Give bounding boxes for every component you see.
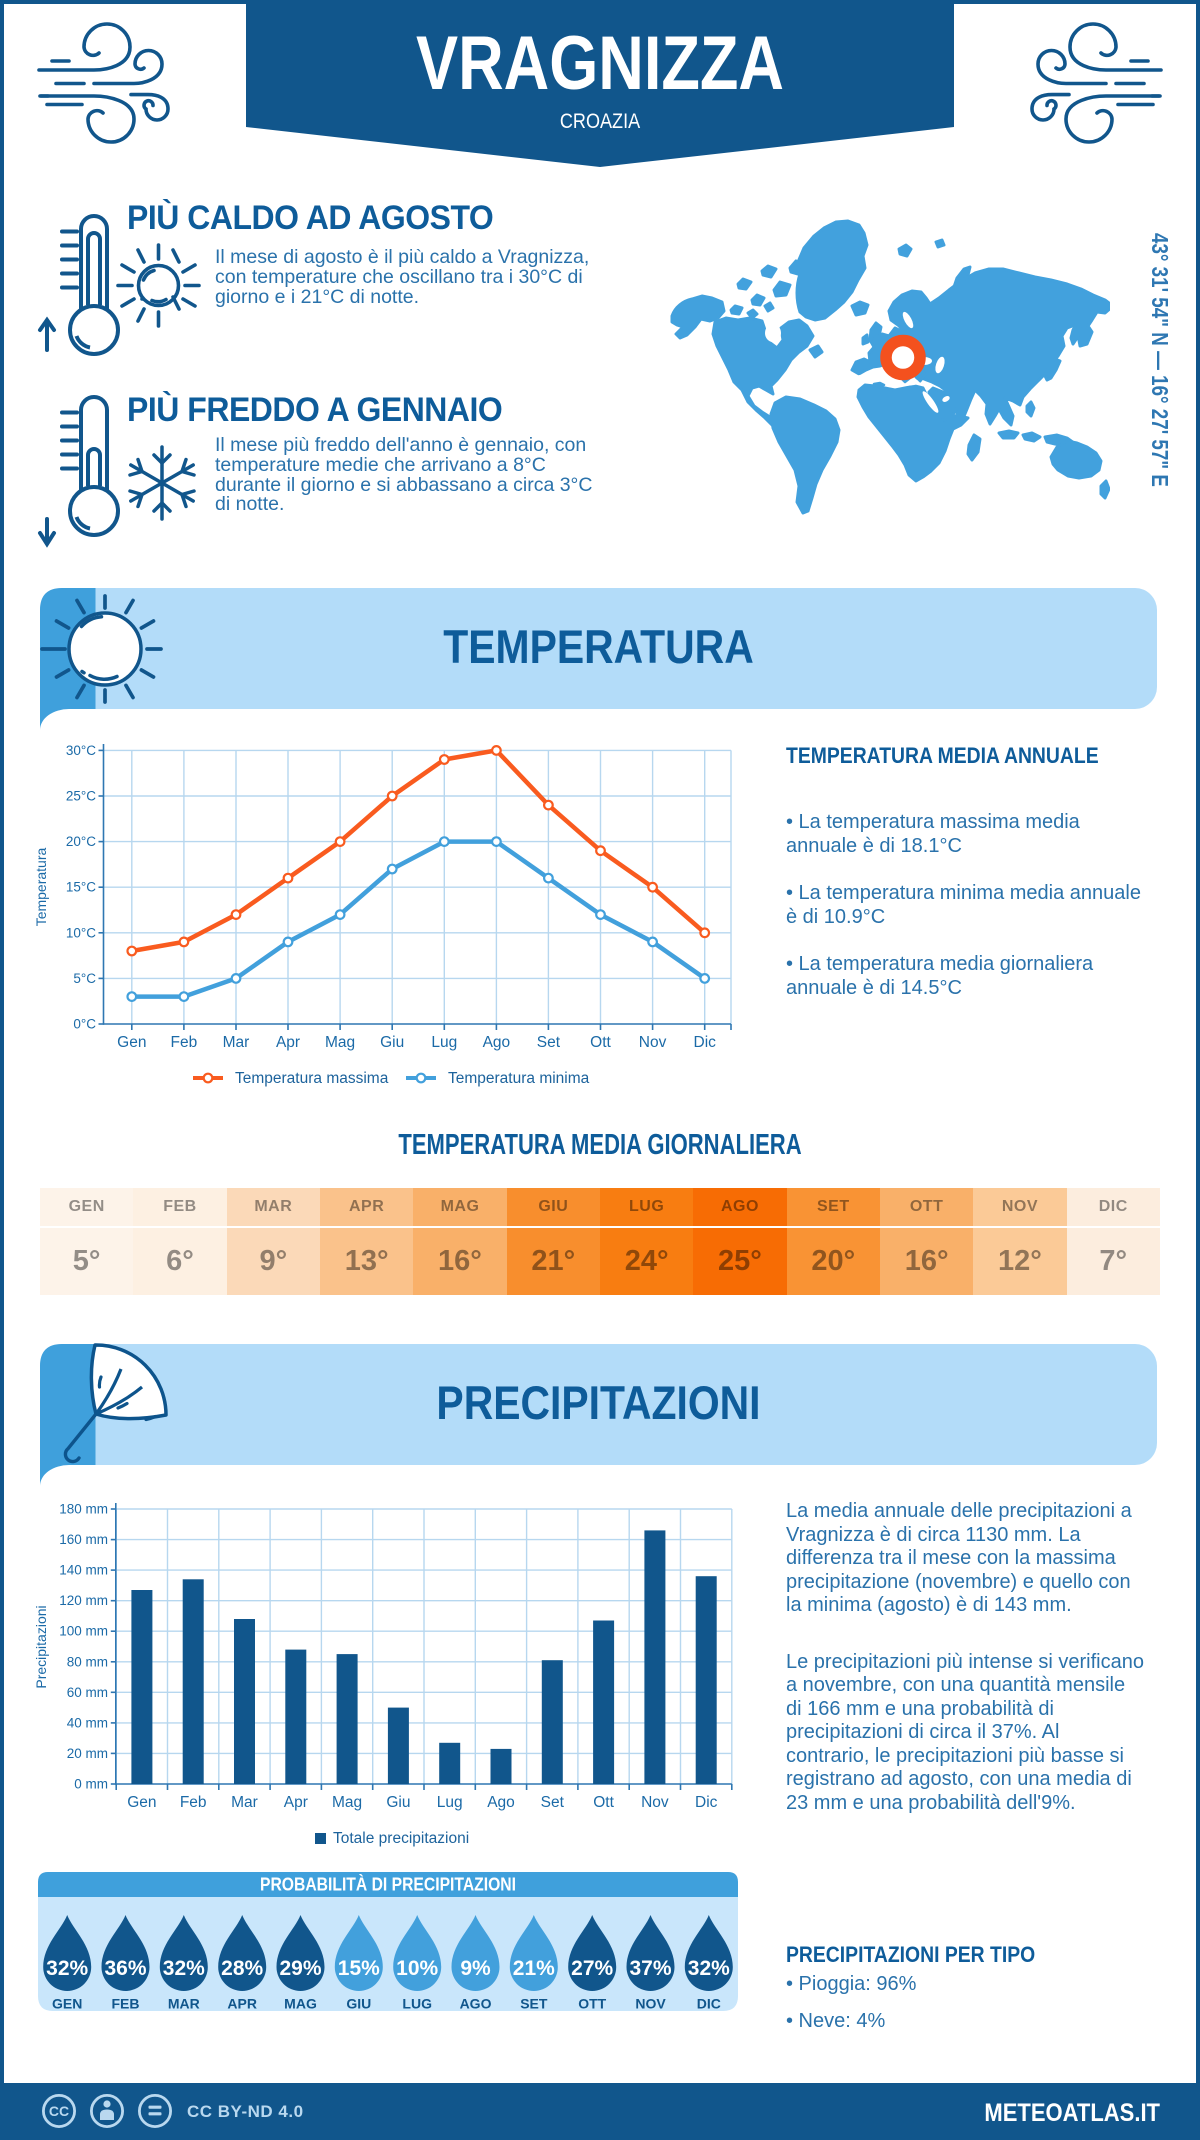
svg-text:Ott: Ott [593,1794,614,1811]
svg-text:Lug: Lug [431,1034,457,1051]
svg-text:Temperatura massima: Temperatura massima [235,1070,389,1087]
svg-text:Feb: Feb [180,1794,207,1811]
svg-text:20 mm: 20 mm [67,1746,108,1761]
svg-text:PROBABILITÀ DI PRECIPITAZIONI: PROBABILITÀ DI PRECIPITAZIONI [260,1874,516,1895]
svg-text:Mag: Mag [325,1034,355,1051]
svg-text:15°C: 15°C [66,880,96,895]
svg-text:Mar: Mar [223,1034,250,1051]
svg-text:LUG: LUG [402,1996,432,2012]
svg-text:21%: 21% [513,1957,555,1980]
svg-text:Dic: Dic [694,1034,717,1051]
svg-text:20°C: 20°C [66,834,96,849]
svg-text:10%: 10% [396,1957,438,1980]
svg-text:40 mm: 40 mm [67,1715,108,1730]
svg-text:Ago: Ago [487,1794,515,1811]
svg-text:NOV: NOV [635,1996,666,2012]
svg-text:Precipitazioni: Precipitazioni [33,1605,49,1688]
svg-text:0 mm: 0 mm [74,1777,108,1792]
svg-text:100 mm: 100 mm [59,1624,108,1639]
svg-text:Giu: Giu [386,1794,410,1811]
svg-text:Giu: Giu [380,1034,404,1051]
svg-text:Apr: Apr [284,1794,308,1811]
svg-text:Nov: Nov [641,1794,669,1811]
svg-text:32%: 32% [688,1957,730,1980]
svg-text:Temperatura minima: Temperatura minima [448,1070,590,1087]
svg-text:DIC: DIC [697,1996,721,2012]
svg-text:30°C: 30°C [66,743,96,758]
svg-text:180 mm: 180 mm [59,1502,108,1517]
svg-text:80 mm: 80 mm [67,1654,108,1669]
svg-text:Lug: Lug [437,1794,463,1811]
svg-text:160 mm: 160 mm [59,1532,108,1547]
svg-text:Gen: Gen [117,1034,146,1051]
svg-text:120 mm: 120 mm [59,1593,108,1608]
svg-text:10°C: 10°C [66,925,96,940]
svg-text:28%: 28% [221,1957,263,1980]
svg-text:5°C: 5°C [73,971,96,986]
svg-text:APR: APR [227,1996,257,2012]
svg-text:FEB: FEB [112,1996,140,2012]
svg-text:CC: CC [49,2103,69,2119]
svg-text:37%: 37% [629,1957,671,1980]
svg-text:Gen: Gen [127,1794,156,1811]
svg-text:Mar: Mar [231,1794,258,1811]
svg-text:27%: 27% [571,1957,613,1980]
svg-text:Temperatura: Temperatura [33,847,49,926]
svg-text:Ott: Ott [590,1034,611,1051]
svg-text:Feb: Feb [171,1034,198,1051]
svg-text:OTT: OTT [578,1996,606,2012]
svg-text:Nov: Nov [639,1034,667,1051]
svg-text:0°C: 0°C [73,1017,96,1032]
svg-text:36%: 36% [104,1957,146,1980]
svg-text:32%: 32% [46,1957,88,1980]
svg-text:60 mm: 60 mm [67,1685,108,1700]
svg-text:AGO: AGO [460,1996,492,2012]
svg-text:Set: Set [541,1794,565,1811]
svg-text:Apr: Apr [276,1034,300,1051]
svg-text:Dic: Dic [695,1794,718,1811]
svg-text:Totale precipitazioni: Totale precipitazioni [333,1830,469,1847]
svg-text:9%: 9% [460,1957,491,1980]
svg-text:MAR: MAR [168,1996,200,2012]
svg-text:32%: 32% [163,1957,205,1980]
svg-text:MAG: MAG [284,1996,317,2012]
svg-text:Set: Set [537,1034,561,1051]
svg-text:Ago: Ago [483,1034,511,1051]
svg-text:GIU: GIU [346,1996,371,2012]
svg-text:29%: 29% [279,1957,321,1980]
svg-text:25°C: 25°C [66,789,96,804]
svg-text:Mag: Mag [332,1794,362,1811]
svg-text:SET: SET [520,1996,548,2012]
svg-text:GEN: GEN [52,1996,82,2012]
svg-text:15%: 15% [338,1957,380,1980]
svg-text:140 mm: 140 mm [59,1563,108,1578]
